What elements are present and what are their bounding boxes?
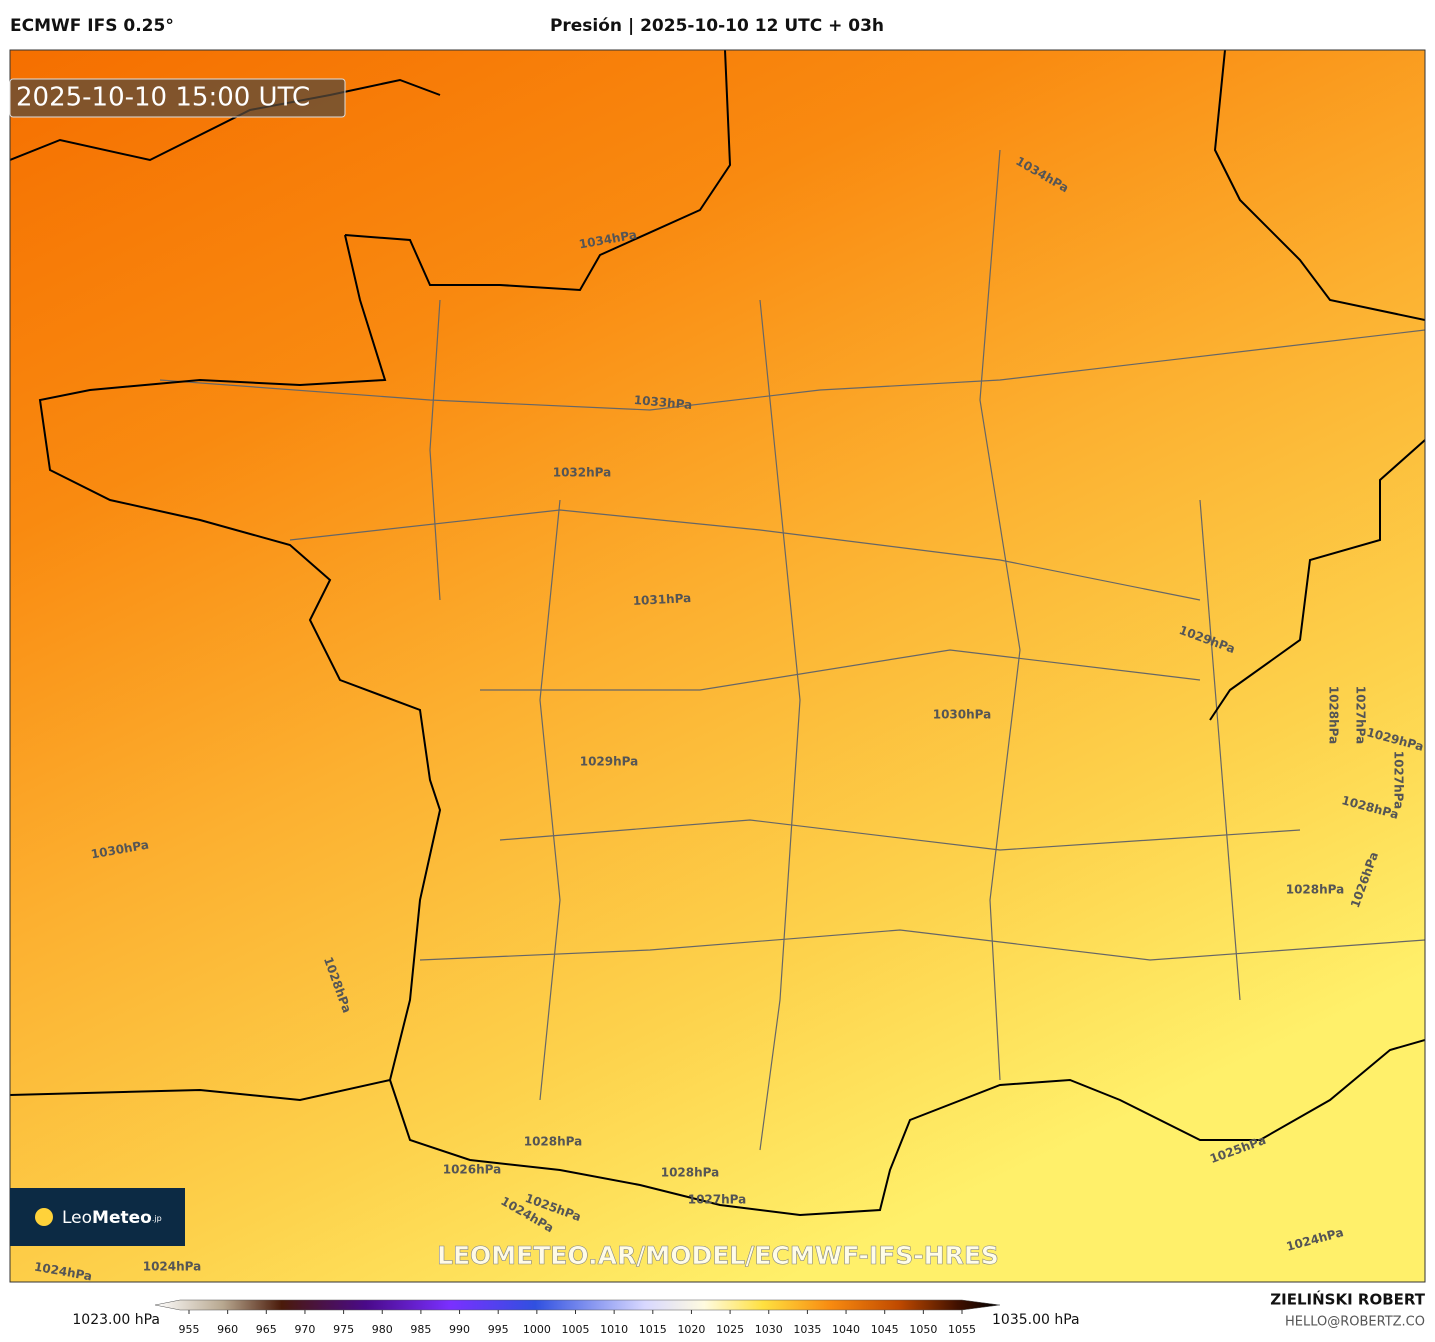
region-borders [159, 149, 1425, 1151]
colorbar-ticks: 955 960 965 970 975 980 985 990 995 1000 1005 1010 1… [179, 1310, 976, 1336]
logo-sun [35, 1208, 53, 1226]
model-title: ECMWF IFS 0.25° [10, 16, 174, 36]
colorbar-tick-label: 1010 [600, 1323, 628, 1336]
contour-label: 1026hPa [443, 1163, 502, 1177]
logo-bold: Meteo [92, 1208, 152, 1228]
contour-label: 1029hPa [580, 755, 639, 769]
colorbar-tick-label: 985 [410, 1323, 431, 1336]
colorbar-tick-label: 1030 [755, 1323, 783, 1336]
contour-label: 1030hPa [933, 708, 992, 722]
contour-label: 1027hPa [688, 1193, 747, 1207]
pressure-field [10, 50, 1425, 1282]
colorbar-tick-label: 965 [256, 1323, 277, 1336]
author: ZIELIŃSKI ROBERT [1270, 1290, 1425, 1309]
colorbar-tick-label: 1020 [677, 1323, 705, 1336]
colorbar-tick-label: 995 [488, 1323, 509, 1336]
logo-light: Leo [62, 1208, 92, 1228]
colorbar-tick-label: 1055 [948, 1323, 976, 1336]
colorbar-tick-label: 1040 [832, 1323, 860, 1336]
colorbar-tick-label: 1015 [639, 1323, 667, 1336]
logo-suffix: .jp [152, 1214, 162, 1223]
map [10, 50, 1425, 1282]
colorbar-tick-label: 975 [333, 1323, 354, 1336]
map-frame [9, 49, 1426, 1283]
contour-label: 1027hPa [1392, 751, 1406, 810]
contour-label: 1024hPa [143, 1260, 202, 1274]
contour-label: 1028hPa [1327, 686, 1341, 745]
timestamp: 2025-10-10 15:00 UTC [16, 83, 310, 113]
contour-label: 1032hPa [553, 466, 612, 480]
colorbar-max-label: 1035.00 hPa [992, 1312, 1080, 1328]
contour-label: 1033hPa [633, 393, 693, 412]
contour-label: 1028hPa [1286, 883, 1345, 897]
watermark: LEOMETEO.AR/MODEL/ECMWF-IFS-HRES [437, 1241, 999, 1270]
contour-label: 1028hPa [524, 1135, 583, 1149]
colorbar-tick-label: 960 [217, 1323, 238, 1336]
colorbar-tick-label: 1025 [716, 1323, 744, 1336]
colorbar-tick-label: 955 [179, 1323, 200, 1336]
contour-label: 1028hPa [661, 1166, 720, 1180]
colorbar-tick-label: 990 [449, 1323, 470, 1336]
contour-label: 1027hPa [1354, 686, 1368, 745]
colorbar-tick-label: 1050 [909, 1323, 937, 1336]
colorbar-min-label: 1023.00 hPa [72, 1312, 160, 1328]
map-title: Presión | 2025-10-10 12 UTC + 03h [550, 16, 884, 36]
colorbar-tick-label: 980 [372, 1323, 393, 1336]
colorbar-tick-label: 1045 [871, 1323, 899, 1336]
colorbar-tick-label: 1000 [523, 1323, 551, 1336]
colorbar-tick-label: 1035 [793, 1323, 821, 1336]
colorbar [154, 1299, 1001, 1311]
email: HELLO@ROBERTZ.CO [1285, 1315, 1425, 1330]
timestamp-box [9, 78, 346, 118]
colorbar-tick-label: 1005 [562, 1323, 590, 1336]
colorbar-tick-label: 970 [294, 1323, 315, 1336]
contour-label: 1031hPa [632, 591, 691, 608]
logo-text: LeoMeteo.jp [62, 1208, 162, 1228]
